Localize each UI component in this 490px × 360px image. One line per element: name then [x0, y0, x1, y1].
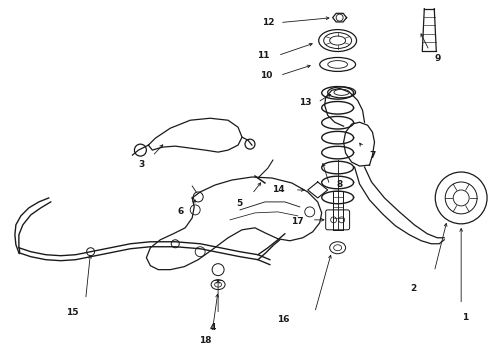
Text: 10: 10 [260, 71, 272, 80]
Text: 14: 14 [271, 185, 284, 194]
Text: 5: 5 [236, 199, 242, 208]
Text: 13: 13 [299, 98, 312, 107]
Text: 8: 8 [337, 180, 343, 189]
Text: 9: 9 [434, 54, 441, 63]
Text: 4: 4 [210, 323, 216, 332]
Text: 1: 1 [462, 313, 468, 322]
Text: 18: 18 [199, 336, 211, 345]
Text: 2: 2 [410, 284, 416, 293]
Text: 3: 3 [138, 159, 145, 168]
Text: 6: 6 [177, 207, 183, 216]
Text: 7: 7 [369, 150, 376, 159]
Text: 17: 17 [292, 217, 304, 226]
Text: 15: 15 [67, 308, 79, 317]
Text: 11: 11 [257, 51, 269, 60]
Text: 16: 16 [276, 315, 289, 324]
Text: 12: 12 [262, 18, 274, 27]
